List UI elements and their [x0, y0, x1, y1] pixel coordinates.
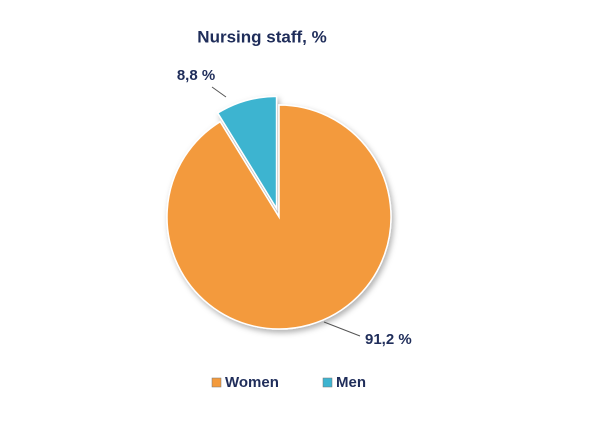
legend-swatch — [211, 377, 222, 388]
leader-line — [211, 86, 227, 98]
legend-label: Women — [225, 374, 279, 391]
data-label: 8,8 % — [177, 67, 215, 84]
pie-slice — [166, 104, 392, 330]
legend-label: Men — [336, 374, 366, 391]
pie-slice — [216, 95, 278, 211]
pie — [166, 95, 392, 330]
data-label: 91,2 % — [365, 331, 412, 348]
leader-line — [323, 321, 361, 337]
legend-swatch — [322, 377, 333, 388]
chart-title: Nursing staff, % — [197, 27, 326, 46]
